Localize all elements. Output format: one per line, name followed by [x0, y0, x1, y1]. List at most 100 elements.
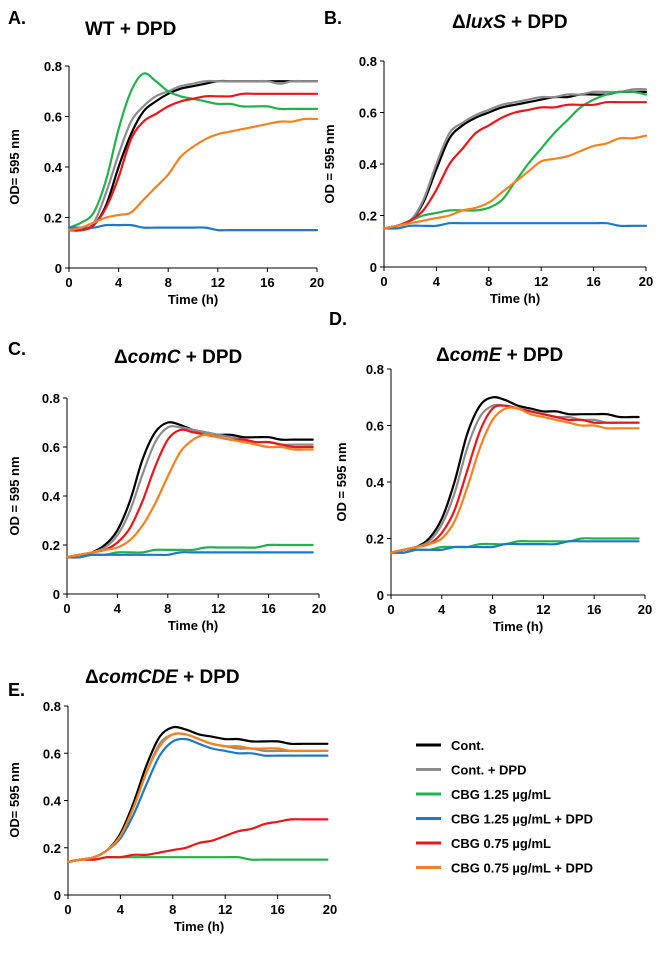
- x-tick-label: 8: [485, 274, 492, 289]
- x-axis-label: Time (h): [493, 619, 543, 634]
- panel-label: C.: [8, 339, 26, 359]
- legend: Cont. Cont. + DPD CBG 1.25 µg/mL CBG 1.25 µ…: [416, 738, 593, 876]
- x-tick-label: 0: [65, 275, 72, 290]
- x-tick-label: 4: [433, 274, 441, 289]
- y-tick-label: 0: [53, 587, 60, 602]
- legend-item-cbg075_dpd: CBG 0.75 µg/mL + DPD: [416, 861, 593, 876]
- y-tick-label: 0.4: [44, 160, 63, 175]
- y-tick-label: 0.6: [366, 419, 384, 434]
- x-tick-label: 8: [165, 275, 172, 290]
- y-tick-label: 0.8: [366, 362, 384, 377]
- chart-title: ΔcomC + DPD: [114, 347, 242, 368]
- panel-label: E.: [8, 680, 25, 700]
- x-tick-label: 20: [312, 601, 326, 616]
- x-tick-label: 16: [260, 275, 274, 290]
- legend-label: Cont. + DPD: [451, 763, 526, 778]
- y-tick-label: 0.2: [359, 209, 377, 224]
- series-line-cbg125_dpd: [382, 221, 648, 230]
- legend-label: CBG 1.25 µg/mL: [451, 787, 551, 802]
- legend-label: CBG 1.25 µg/mL + DPD: [451, 812, 593, 827]
- legend-item-cont: Cont.: [416, 738, 484, 753]
- x-tick-label: 20: [639, 274, 653, 289]
- panel-label: B.: [324, 8, 342, 28]
- title-prefix: Δ: [85, 667, 99, 688]
- title-suffix: WT + DPD: [85, 19, 176, 40]
- chart-title: WT + DPD: [85, 19, 176, 40]
- series-line-cbg125_dpd: [65, 551, 314, 559]
- chart-panel-e: E. ΔcomCDE + DPD 0 0.2 0.4 0.6 0.8 0 4 8 12 16 20 Tim…: [7, 667, 337, 934]
- y-axis-label: OD = 595 nm: [334, 442, 349, 521]
- y-tick-label: 0.2: [44, 211, 62, 226]
- x-tick-label: 4: [114, 601, 122, 616]
- series-line-cbg125_dpd: [67, 223, 319, 232]
- y-axis-label: OD= 595 nm: [7, 762, 22, 838]
- series-line-cbg075_dpd: [389, 406, 640, 554]
- x-tick-label: 16: [270, 902, 284, 917]
- chart-panel-c: C. ΔcomC + DPD 0 0.2 0.4 0.6 0.8 0 4 8 12 16 20 Time …: [7, 339, 326, 633]
- series-line-cont_dpd: [67, 79, 319, 232]
- y-tick-label: 0.8: [43, 699, 61, 714]
- x-tick-label: 0: [380, 274, 387, 289]
- chart-panel-a: A. WT + DPD 0 0.2 0.4 0.6 0.8 0 4 8 12 16 20 Time (h)…: [7, 8, 324, 307]
- x-tick-label: 16: [587, 602, 601, 617]
- series-line-cont_dpd: [382, 88, 648, 230]
- y-tick-label: 0: [54, 888, 61, 903]
- title-suffix: + DPD: [506, 12, 568, 33]
- y-tick-label: 0.4: [43, 794, 62, 809]
- x-tick-label: 12: [534, 274, 548, 289]
- y-tick-label: 0.2: [366, 532, 384, 547]
- x-tick-label: 0: [63, 601, 70, 616]
- y-axis-label: OD= 595 nm: [7, 129, 22, 205]
- series-line-cont: [67, 79, 319, 232]
- y-tick-label: 0.4: [359, 157, 378, 172]
- chart-panel-b: B. ΔluxS + DPD 0 0.2 0.4 0.6 0.8 0 4 8 12 16 20 Time …: [322, 8, 653, 306]
- legend-label: CBG 0.75 µg/mL: [451, 836, 551, 851]
- x-tick-label: 0: [387, 602, 394, 617]
- y-tick-label: 0.8: [42, 391, 60, 406]
- series-line-cbg075_dpd: [382, 134, 648, 230]
- title-italic: luxS: [466, 12, 506, 33]
- series-line-cbg075: [382, 100, 648, 230]
- y-tick-label: 0.6: [42, 440, 60, 455]
- panel-label: D.: [329, 309, 347, 329]
- title-suffix: + DPD: [501, 345, 563, 366]
- chart-title: ΔcomCDE + DPD: [85, 667, 240, 688]
- series-line-cont: [66, 725, 329, 863]
- x-tick-label: 20: [310, 275, 324, 290]
- panel-label: A.: [8, 8, 26, 28]
- x-tick-label: 4: [438, 602, 446, 617]
- x-tick-label: 8: [164, 601, 171, 616]
- y-axis-label: OD = 595 nm: [322, 124, 337, 203]
- x-tick-label: 8: [169, 902, 176, 917]
- series-line-cbg075: [65, 428, 314, 559]
- title-suffix: + DPD: [180, 347, 242, 368]
- x-tick-label: 20: [638, 602, 652, 617]
- legend-label: CBG 0.75 µg/mL + DPD: [451, 861, 593, 876]
- x-tick-label: 4: [117, 902, 125, 917]
- legend-label: Cont.: [451, 738, 484, 753]
- title-italic: comE: [450, 345, 503, 366]
- y-tick-label: 0.4: [366, 475, 385, 490]
- y-tick-label: 0: [55, 261, 62, 276]
- x-tick-label: 16: [261, 601, 275, 616]
- x-tick-label: 0: [64, 902, 71, 917]
- series-line-cbg075_dpd: [66, 732, 329, 863]
- legend-item-cont_dpd: Cont. + DPD: [416, 763, 526, 778]
- series-line-cbg125_dpd: [389, 540, 640, 554]
- x-tick-label: 12: [211, 601, 225, 616]
- x-tick-label: 20: [323, 902, 337, 917]
- x-tick-label: 12: [211, 275, 225, 290]
- y-tick-label: 0.8: [359, 54, 377, 69]
- x-axis-label: Time (h): [174, 919, 224, 934]
- chart-panel-d: D. ΔcomE + DPD 0 0.2 0.4 0.6 0.8 0 4 8 12 16 20 Time …: [329, 309, 652, 634]
- y-tick-label: 0: [377, 588, 384, 603]
- series-line-cont: [389, 395, 640, 554]
- title-prefix: Δ: [114, 347, 128, 368]
- x-tick-label: 12: [536, 602, 550, 617]
- y-tick-label: 0.6: [44, 110, 62, 125]
- title-italic: comCDE: [99, 667, 180, 688]
- y-tick-label: 0.8: [44, 59, 62, 74]
- x-tick-label: 4: [115, 275, 123, 290]
- title-prefix: Δ: [452, 12, 466, 33]
